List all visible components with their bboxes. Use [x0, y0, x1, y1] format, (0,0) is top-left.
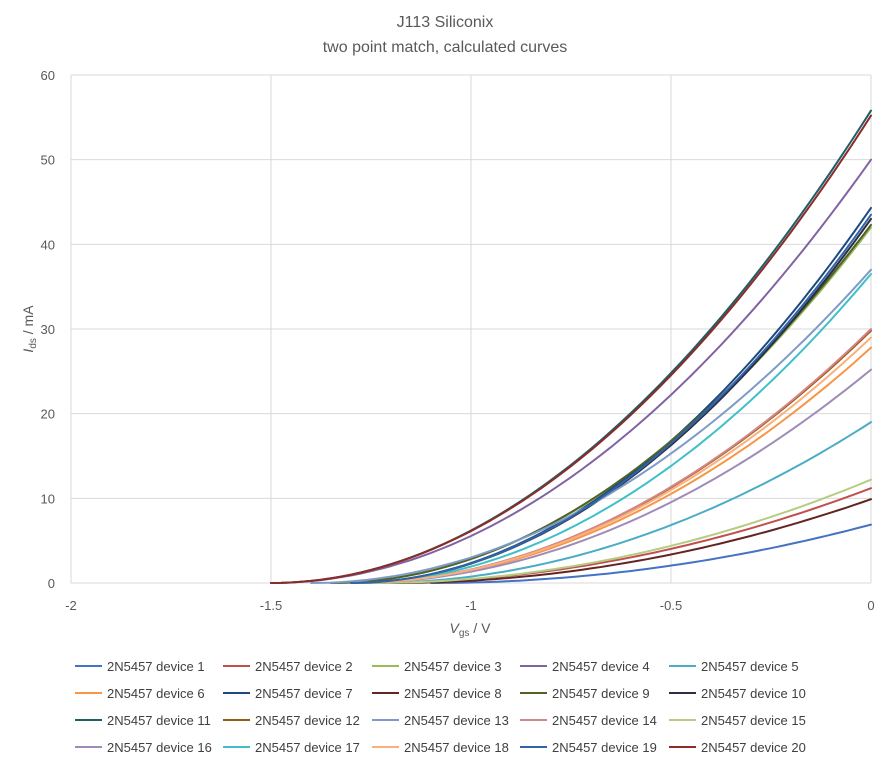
series-line-device-18 — [350, 336, 872, 584]
x-axis-title-sub: gs — [459, 628, 470, 639]
series-line-device-19 — [350, 213, 872, 584]
y-tick-labels: 0 10 20 30 40 50 60 — [41, 68, 55, 591]
y-tick-label: 60 — [41, 68, 55, 83]
gridlines — [70, 74, 872, 584]
x-tick-label: 0 — [867, 598, 874, 613]
legend-label: 2N5457 device 9 — [552, 686, 650, 701]
legend-label: 2N5457 device 14 — [552, 713, 657, 728]
series-line-device-15 — [370, 478, 872, 584]
series-line-device-7 — [350, 206, 872, 584]
x-axis-title: Vgs / V — [450, 620, 492, 639]
legend-label: 2N5457 device 10 — [701, 686, 806, 701]
legend-label: 2N5457 device 12 — [255, 713, 360, 728]
chart-title: J113 Siliconix — [397, 14, 494, 31]
y-tick-label: 30 — [41, 322, 55, 337]
series-lines — [270, 109, 872, 584]
x-tick-label: -1.5 — [260, 598, 282, 613]
legend-label: 2N5457 device 4 — [552, 659, 650, 674]
series-line-device-13 — [310, 268, 872, 584]
series-line-device-6 — [350, 346, 872, 584]
legend-label: 2N5457 device 20 — [701, 740, 806, 755]
x-tick-labels: -2 -1.5 -1 -0.5 0 — [65, 598, 874, 613]
chart-subtitle: two point match, calculated curves — [323, 39, 568, 56]
y-axis-title: Ids / mA — [20, 305, 39, 353]
y-axis-title-main: I — [20, 349, 36, 353]
series-line-device-5 — [370, 421, 872, 584]
series-line-device-2 — [370, 487, 872, 584]
y-tick-label: 50 — [41, 153, 55, 168]
y-tick-label: 0 — [48, 576, 55, 591]
legend-label: 2N5457 device 13 — [404, 713, 509, 728]
series-line-device-1 — [430, 523, 872, 584]
legend-label: 2N5457 device 16 — [107, 740, 212, 755]
legend-label: 2N5457 device 1 — [107, 659, 205, 674]
legend-label: 2N5457 device 2 — [255, 659, 353, 674]
y-tick-label: 20 — [41, 407, 55, 422]
series-line-device-8 — [390, 498, 872, 584]
legend-label: 2N5457 device 18 — [404, 740, 509, 755]
legend-label: 2N5457 device 11 — [107, 713, 211, 728]
series-line-device-17 — [350, 273, 872, 584]
y-tick-label: 40 — [41, 237, 55, 252]
y-axis-title-unit: / mA — [20, 305, 36, 338]
x-tick-label: -1 — [465, 598, 477, 613]
legend-label: 2N5457 device 5 — [701, 659, 799, 674]
y-axis-title-sub: ds — [28, 338, 39, 349]
x-axis-title-main: V — [450, 620, 461, 636]
x-tick-label: -2 — [65, 598, 77, 613]
legend-label: 2N5457 device 6 — [107, 686, 205, 701]
y-tick-label: 10 — [41, 491, 55, 506]
legend-label: 2N5457 device 8 — [404, 686, 502, 701]
legend-label: 2N5457 device 17 — [255, 740, 360, 755]
x-tick-label: -0.5 — [660, 598, 682, 613]
legend: 2N5457 device 1 2N5457 device 2 2N5457 dev… — [75, 659, 806, 755]
legend-label: 2N5457 device 7 — [255, 686, 353, 701]
series-line-device-4 — [270, 158, 872, 584]
series-line-device-3 — [330, 226, 872, 584]
legend-label: 2N5457 device 3 — [404, 659, 502, 674]
x-axis-title-unit: / V — [469, 620, 491, 636]
legend-label: 2N5457 device 19 — [552, 740, 657, 755]
series-line-device-20 — [270, 114, 872, 584]
legend-label: 2N5457 device 15 — [701, 713, 806, 728]
